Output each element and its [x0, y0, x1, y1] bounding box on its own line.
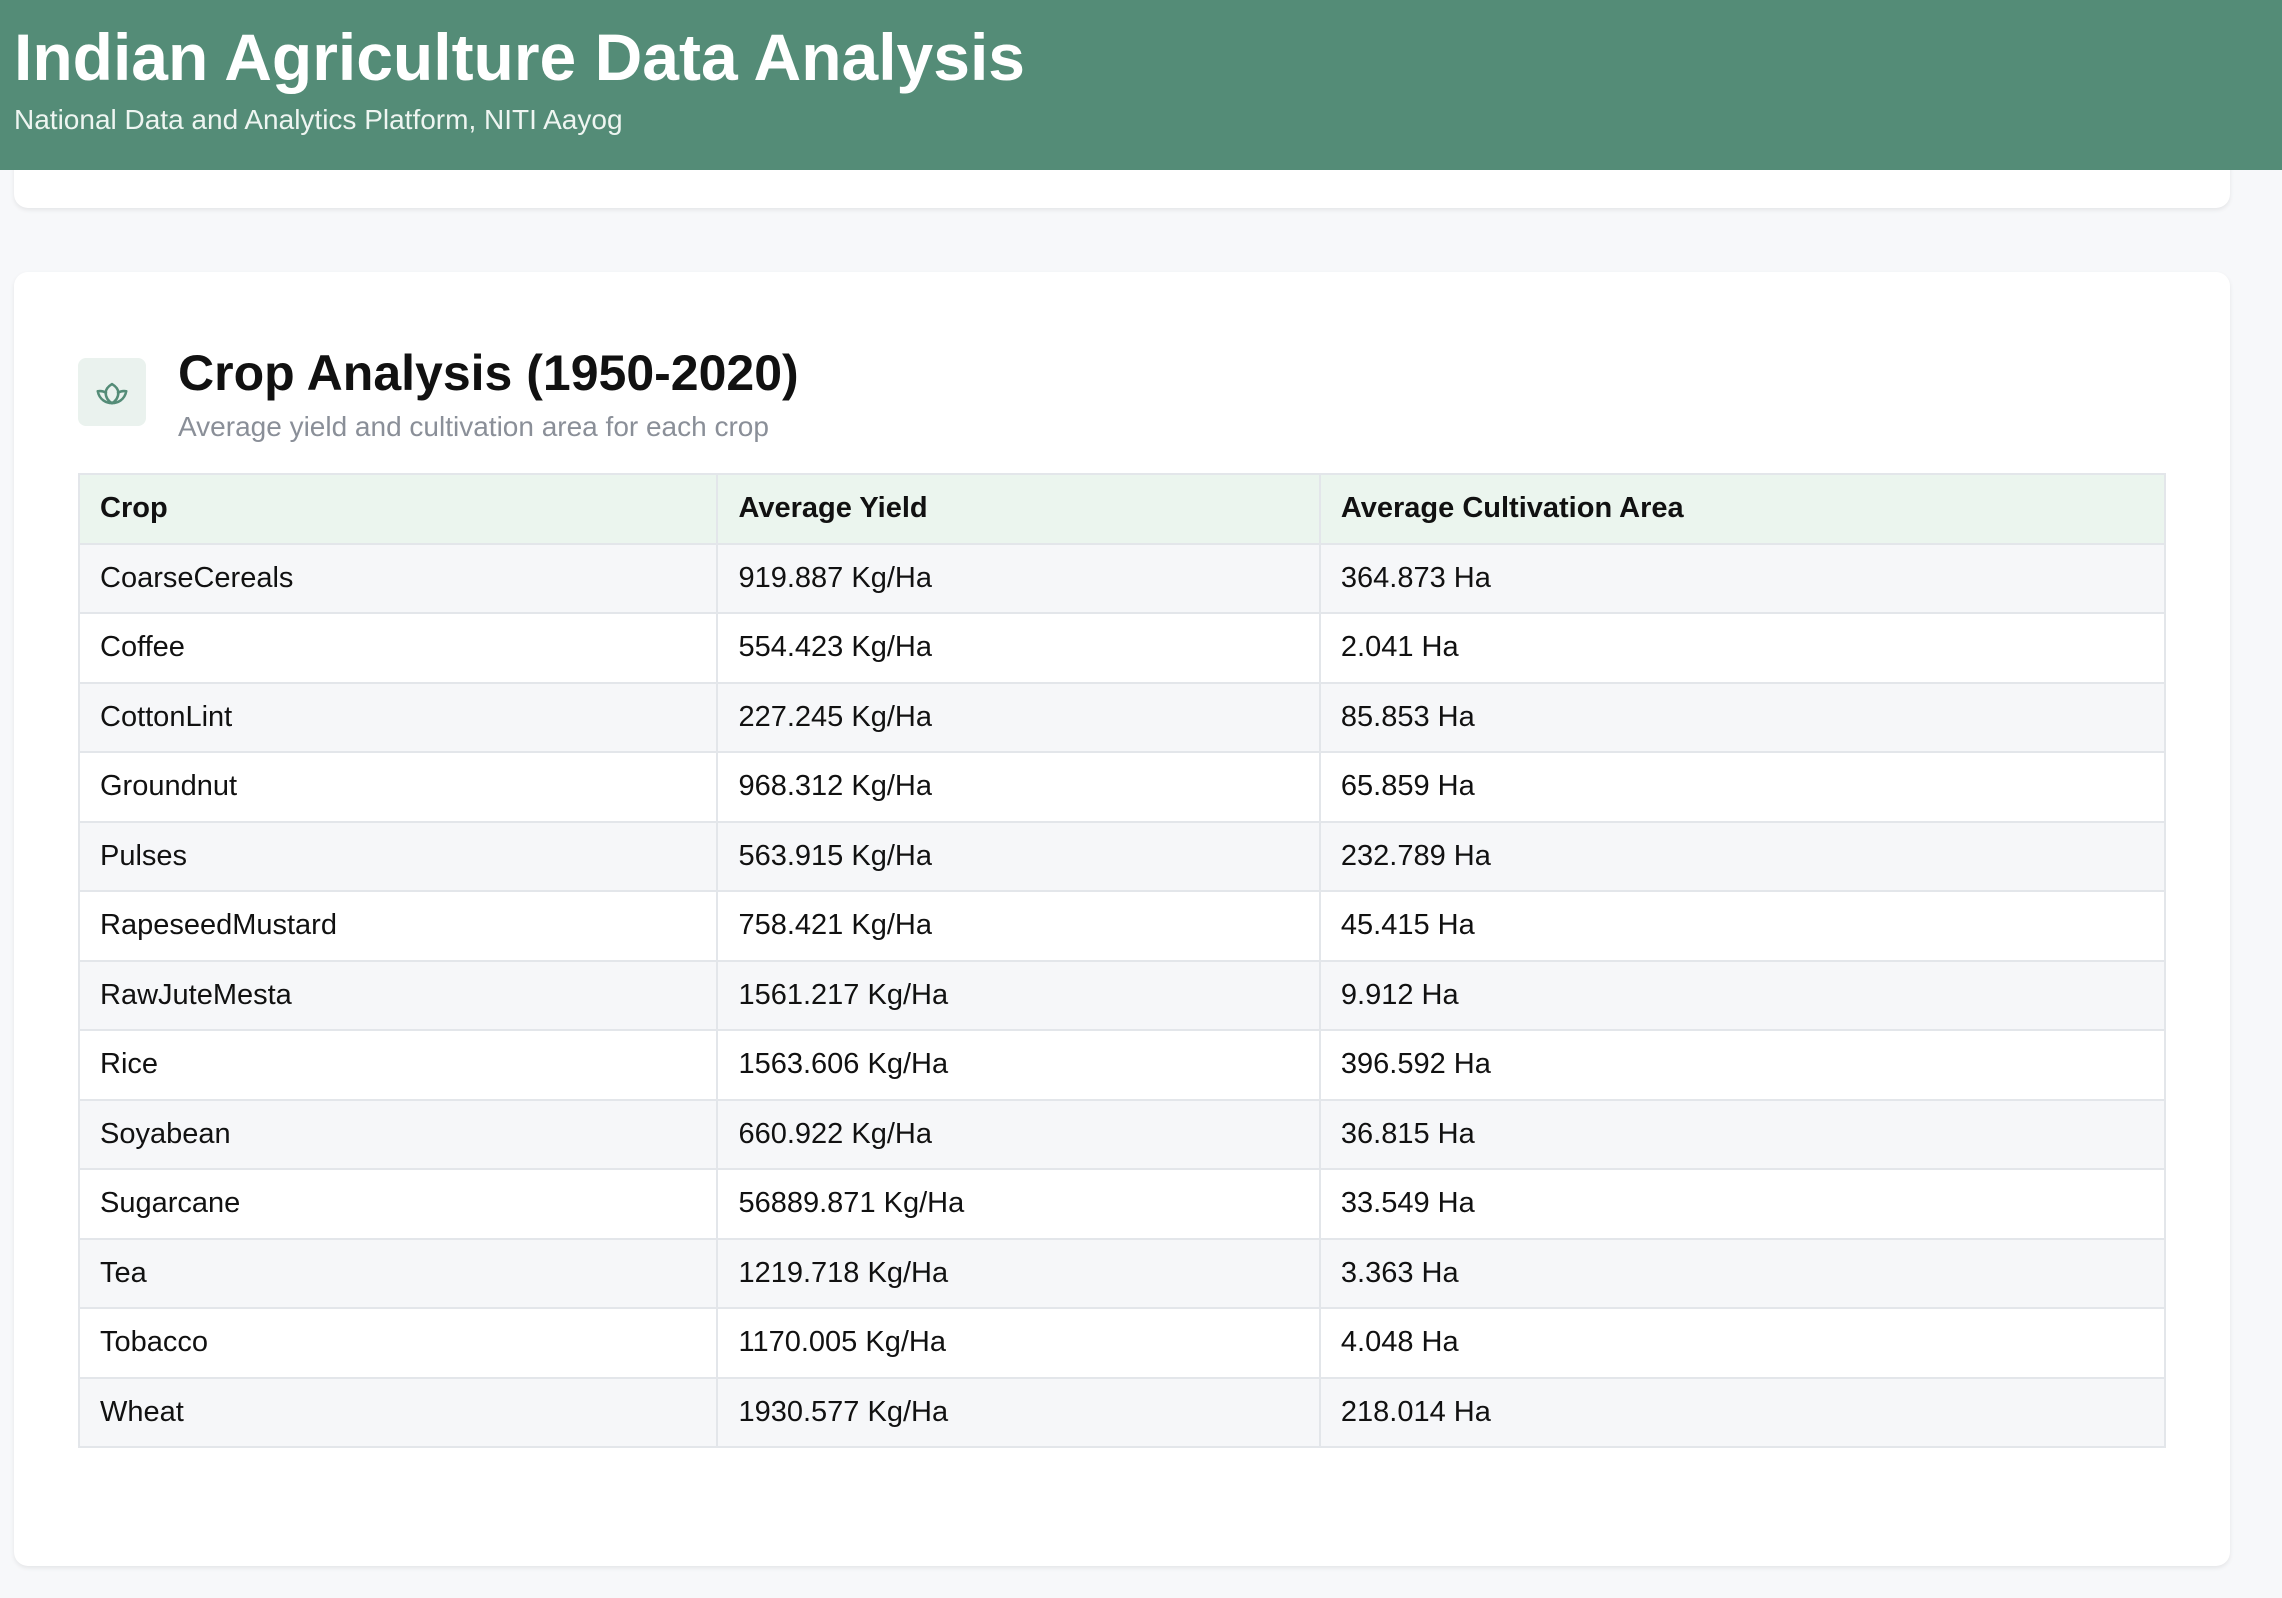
table-row: Tobacco 1170.005 Kg/Ha 4.048 Ha [77, 1307, 2167, 1379]
crop-cell: CoarseCereals [77, 542, 719, 614]
table-row: Groundnut 968.312 Kg/Ha 65.859 Ha [77, 751, 2167, 823]
table-row: RawJuteMesta 1561.217 Kg/Ha 9.912 Ha [77, 959, 2167, 1031]
yield-cell: 968.312 Kg/Ha [716, 751, 1321, 823]
area-cell: 3.363 Ha [1318, 1237, 2167, 1309]
crop-cell: RapeseedMustard [77, 890, 719, 962]
card-header: Crop Analysis (1950-2020) Average yield … [78, 338, 2166, 442]
yield-cell: 563.915 Kg/Ha [716, 820, 1321, 892]
crop-cell: Wheat [77, 1376, 719, 1448]
area-cell: 9.912 Ha [1318, 959, 2167, 1031]
area-cell: 4.048 Ha [1318, 1307, 2167, 1379]
area-cell: 85.853 Ha [1318, 681, 2167, 753]
area-cell: 33.549 Ha [1318, 1168, 2167, 1240]
column-header-area: Average Cultivation Area [1318, 473, 2167, 545]
area-cell: 2.041 Ha [1318, 612, 2167, 684]
table-row: Tea 1219.718 Kg/Ha 3.363 Ha [77, 1237, 2167, 1309]
yield-cell: 554.423 Kg/Ha [716, 612, 1321, 684]
crop-cell: Soyabean [77, 1098, 719, 1170]
crop-cell: Tobacco [77, 1307, 719, 1379]
crop-table: Crop Average Yield Average Cultivation A… [77, 473, 2167, 1448]
area-cell: 36.815 Ha [1318, 1098, 2167, 1170]
crop-cell: CottonLint [77, 681, 719, 753]
crop-cell: Sugarcane [77, 1168, 719, 1240]
area-cell: 218.014 Ha [1318, 1376, 2167, 1448]
yield-cell: 660.922 Kg/Ha [716, 1098, 1321, 1170]
area-cell: 45.415 Ha [1318, 890, 2167, 962]
table-header-row: Crop Average Yield Average Cultivation A… [77, 473, 2167, 545]
crop-cell: Groundnut [77, 751, 719, 823]
yield-cell: 758.421 Kg/Ha [716, 890, 1321, 962]
crop-cell: Tea [77, 1237, 719, 1309]
crop-analysis-card: Crop Analysis (1950-2020) Average yield … [14, 272, 2230, 1566]
column-header-crop: Crop [77, 473, 719, 545]
table-row: CottonLint 227.245 Kg/Ha 85.853 Ha [77, 681, 2167, 753]
section-subtitle: Average yield and cultivation area for e… [178, 411, 769, 442]
table-row: Wheat 1930.577 Kg/Ha 218.014 Ha [77, 1376, 2167, 1448]
crop-cell: RawJuteMesta [77, 959, 719, 1031]
area-cell: 364.873 Ha [1318, 542, 2167, 614]
app-title: Indian Agriculture Data Analysis [14, 20, 1026, 94]
column-header-yield: Average Yield [716, 473, 1321, 545]
yield-cell: 1219.718 Kg/Ha [716, 1237, 1321, 1309]
yield-cell: 56889.871 Kg/Ha [716, 1168, 1321, 1240]
crop-cell: Pulses [77, 820, 719, 892]
crop-cell: Rice [77, 1029, 719, 1101]
yield-cell: 1170.005 Kg/Ha [716, 1307, 1321, 1379]
yield-cell: 1930.577 Kg/Ha [716, 1376, 1321, 1448]
area-cell: 232.789 Ha [1318, 820, 2167, 892]
app-subtitle: National Data and Analytics Platform, NI… [14, 104, 623, 135]
table-row: Sugarcane 56889.871 Kg/Ha 33.549 Ha [77, 1168, 2167, 1240]
table-row: CoarseCereals 919.887 Kg/Ha 364.873 Ha [77, 542, 2167, 614]
section-title: Crop Analysis (1950-2020) [178, 345, 799, 401]
table-row: Pulses 563.915 Kg/Ha 232.789 Ha [77, 820, 2167, 892]
table-row: Soyabean 660.922 Kg/Ha 36.815 Ha [77, 1098, 2167, 1170]
leaf-icon [78, 358, 146, 426]
yield-cell: 1563.606 Kg/Ha [716, 1029, 1321, 1101]
yield-cell: 227.245 Kg/Ha [716, 681, 1321, 753]
yield-cell: 919.887 Kg/Ha [716, 542, 1321, 614]
table-row: Rice 1563.606 Kg/Ha 396.592 Ha [77, 1029, 2167, 1101]
yield-cell: 1561.217 Kg/Ha [716, 959, 1321, 1031]
app-header: Indian Agriculture Data Analysis Nationa… [0, 0, 2282, 170]
crop-cell: Coffee [77, 612, 719, 684]
area-cell: 396.592 Ha [1318, 1029, 2167, 1101]
table-row: RapeseedMustard 758.421 Kg/Ha 45.415 Ha [77, 890, 2167, 962]
table-row: Coffee 554.423 Kg/Ha 2.041 Ha [77, 612, 2167, 684]
area-cell: 65.859 Ha [1318, 751, 2167, 823]
